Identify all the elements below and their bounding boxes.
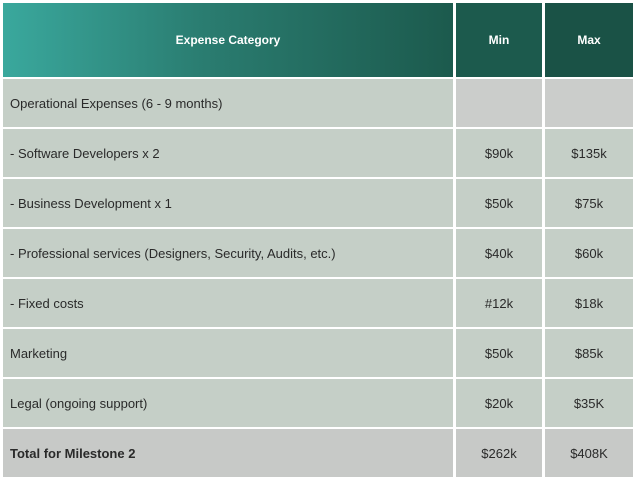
row-business-development-max: $75k xyxy=(545,179,633,227)
total-row-min: $262k xyxy=(456,429,542,477)
row-professional-services-category: - Professional services (Designers, Secu… xyxy=(3,229,453,277)
row-marketing-min: $50k xyxy=(456,329,542,377)
row-professional-services-max: $60k xyxy=(545,229,633,277)
row-software-developers-min: $90k xyxy=(456,129,542,177)
row-business-development-category: - Business Development x 1 xyxy=(3,179,453,227)
row-software-developers-max: $135k xyxy=(545,129,633,177)
total-row-category: Total for Milestone 2 xyxy=(3,429,453,477)
row-business-development-min: $50k xyxy=(456,179,542,227)
header-min: Min xyxy=(456,3,542,77)
total-row-max: $408K xyxy=(545,429,633,477)
row-legal-category: Legal (ongoing support) xyxy=(3,379,453,427)
row-legal-min: $20k xyxy=(456,379,542,427)
header-expense-category: Expense Category xyxy=(3,3,453,77)
row-fixed-costs-min: #12k xyxy=(456,279,542,327)
row-operational-expenses-min xyxy=(456,79,542,127)
row-operational-expenses-category: Operational Expenses (6 - 9 months) xyxy=(3,79,453,127)
row-legal-max: $35K xyxy=(545,379,633,427)
row-operational-expenses-max xyxy=(545,79,633,127)
row-professional-services-min: $40k xyxy=(456,229,542,277)
expense-table: Expense Category Min Max Operational Exp… xyxy=(3,3,633,477)
row-fixed-costs-max: $18k xyxy=(545,279,633,327)
row-marketing-category: Marketing xyxy=(3,329,453,377)
row-marketing-max: $85k xyxy=(545,329,633,377)
row-fixed-costs-category: - Fixed costs xyxy=(3,279,453,327)
row-software-developers-category: - Software Developers x 2 xyxy=(3,129,453,177)
header-max: Max xyxy=(545,3,633,77)
